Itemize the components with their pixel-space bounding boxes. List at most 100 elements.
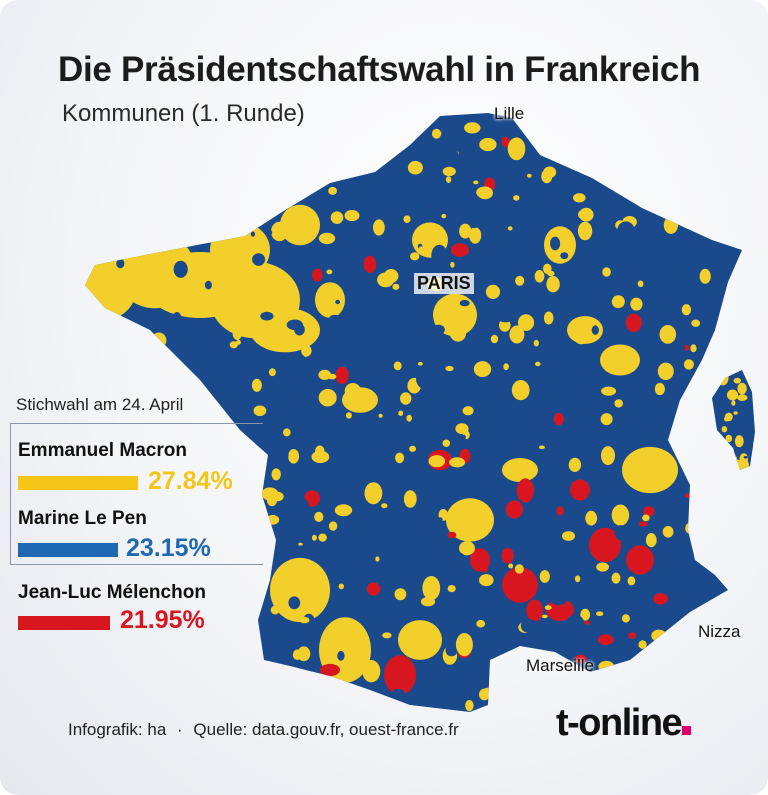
map-region-lepen — [487, 120, 498, 131]
map-region-macron — [302, 183, 314, 193]
map-region-lepen — [217, 592, 223, 600]
map-region-macron — [85, 336, 103, 348]
map-region-lepen — [224, 654, 234, 662]
map-region-macron — [577, 221, 593, 241]
map-region-macron — [683, 359, 694, 370]
map-region-melenchon — [684, 344, 690, 351]
map-region-lepen — [220, 625, 231, 636]
map-region-melenchon — [155, 381, 167, 393]
map-region-corsica — [731, 400, 736, 406]
map-region-macron — [543, 311, 554, 325]
map-region-macron — [637, 280, 644, 288]
map-region-lepen — [244, 697, 257, 710]
map-region-lepen — [382, 393, 400, 415]
map-region-macron — [479, 137, 497, 152]
map-region-macron — [546, 276, 560, 293]
map-region-melenchon — [684, 493, 692, 498]
map-region-macron — [311, 450, 330, 464]
map-region-macron — [592, 130, 610, 146]
map-region-macron — [654, 382, 666, 396]
map-region-macron — [373, 219, 385, 236]
map-region-macron — [441, 213, 447, 219]
map-region-lepen — [550, 236, 561, 251]
map-region-lepen — [341, 574, 356, 584]
map-region-macron — [445, 365, 454, 372]
map-region-macron — [654, 167, 659, 172]
map-region-lepen — [224, 702, 241, 712]
map-region-lepen — [227, 145, 240, 162]
map-region-lepen — [432, 324, 445, 335]
map-region-lepen — [431, 244, 448, 267]
map-region-macron — [268, 368, 276, 377]
map-region-lepen — [116, 258, 125, 269]
map-region-macron — [455, 633, 473, 657]
map-region-lepen — [292, 181, 308, 192]
map-region-macron — [442, 439, 451, 447]
map-region-macron — [375, 556, 380, 562]
map-region-macron — [173, 170, 187, 185]
map-region-macron — [298, 542, 303, 546]
map-region-macron — [736, 700, 742, 712]
map-region-lepen — [553, 315, 565, 326]
map-region-lepen — [700, 298, 718, 310]
map-region-macron — [646, 121, 660, 131]
map-region-macron — [735, 181, 742, 202]
map-region-lepen — [297, 498, 309, 514]
map-region-lepen — [179, 185, 190, 193]
map-region-lepen — [560, 252, 569, 260]
map-region-lepen — [351, 612, 359, 620]
map-region-macron — [400, 392, 412, 405]
map-region-macron — [737, 697, 742, 702]
map-region-lepen — [268, 403, 282, 413]
map-region-macron — [330, 211, 344, 224]
map-region-lepen — [151, 316, 163, 328]
map-region-lepen — [656, 128, 670, 145]
map-region-lepen — [108, 328, 118, 336]
map-region-melenchon — [502, 567, 538, 603]
map-region-lepen — [497, 312, 514, 323]
map-region-macron — [210, 222, 270, 278]
map-region-macron — [535, 361, 541, 367]
map-region-macron — [288, 449, 300, 464]
map-region-macron — [338, 583, 344, 590]
map-region-lepen — [562, 178, 568, 183]
map-region-macron — [398, 410, 404, 416]
map-region-corsica — [737, 459, 750, 470]
map-region-macron — [364, 482, 383, 505]
map-region-lepen — [250, 231, 255, 237]
map-region-lepen — [228, 627, 240, 636]
map-region-macron — [318, 232, 336, 245]
legend-percent-lepen: 23.15% — [126, 534, 211, 562]
map-region-corsica — [733, 377, 741, 384]
map-region-macron — [706, 182, 713, 189]
map-region-macron — [253, 564, 263, 573]
map-region-lepen — [477, 682, 483, 687]
map-region-lepen — [468, 216, 481, 229]
map-region-macron — [459, 541, 475, 556]
map-region-lepen — [475, 269, 484, 280]
map-region-macron — [408, 113, 420, 116]
map-region-macron — [242, 646, 250, 657]
map-region-macron — [151, 332, 167, 349]
map-region-macron — [645, 533, 657, 548]
map-region-macron — [609, 178, 615, 183]
map-region-lepen — [579, 272, 591, 282]
map-region-macron — [464, 122, 481, 134]
map-region-macron — [381, 503, 388, 509]
map-region-lepen — [437, 517, 443, 522]
map-region-lepen — [566, 614, 584, 629]
map-region-lepen — [724, 127, 731, 135]
map-region-macron — [645, 452, 652, 456]
map-region-macron — [215, 302, 226, 317]
map-region-macron — [693, 680, 710, 694]
map-region-macron — [253, 405, 267, 417]
map-region-melenchon — [574, 654, 587, 664]
map-region-lepen — [707, 332, 713, 338]
legend-frame — [10, 423, 263, 565]
map-region-macron — [85, 245, 138, 319]
map-region-macron — [741, 705, 742, 712]
map-region-macron — [661, 664, 677, 684]
map-region-lepen — [280, 406, 287, 414]
map-region-melenchon — [447, 531, 457, 539]
